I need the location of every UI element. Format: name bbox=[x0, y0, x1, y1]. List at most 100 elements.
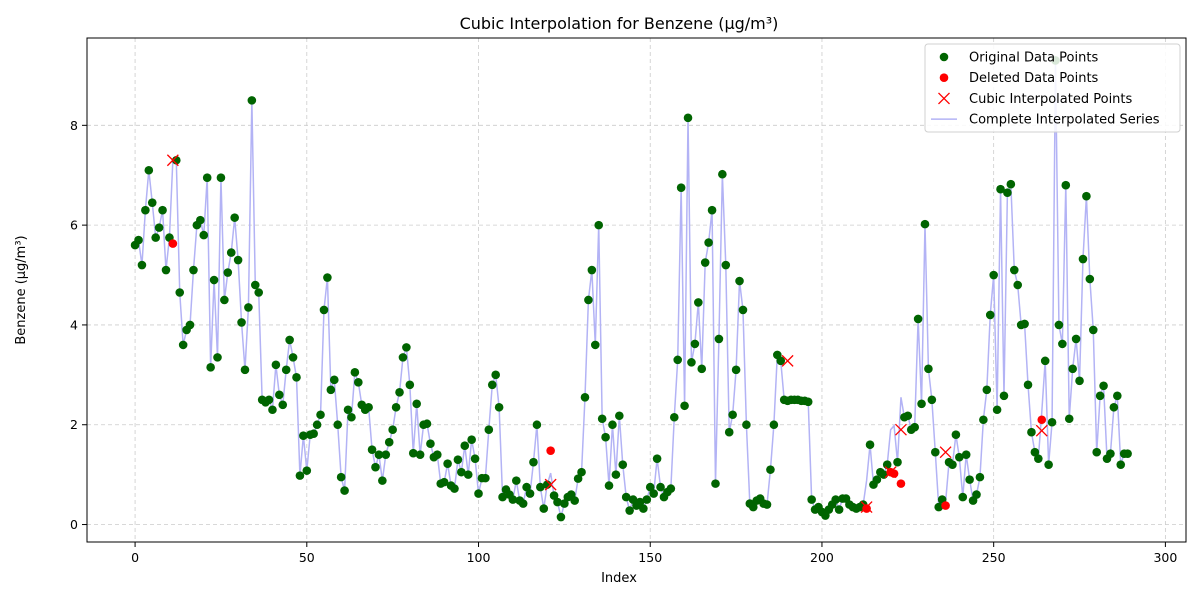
original-data-point bbox=[216, 173, 226, 183]
original-data-point bbox=[158, 205, 167, 215]
original-data-point bbox=[1106, 449, 1115, 458]
original-data-point bbox=[1095, 391, 1105, 401]
original-data-point bbox=[395, 387, 404, 397]
original-data-point bbox=[611, 470, 621, 479]
original-data-point bbox=[213, 353, 222, 362]
original-data-point bbox=[539, 504, 549, 513]
original-data-point bbox=[948, 460, 957, 469]
original-data-point bbox=[683, 113, 693, 123]
legend-label: Deleted Data Points bbox=[969, 71, 1099, 86]
legend-label: Original Data Points bbox=[969, 51, 1098, 66]
original-data-point bbox=[917, 399, 926, 409]
original-data-point bbox=[985, 310, 995, 320]
original-data-point bbox=[601, 432, 610, 442]
x-axis-label: Index bbox=[601, 571, 637, 586]
original-data-point bbox=[237, 318, 246, 327]
original-data-point bbox=[141, 205, 150, 215]
original-data-point bbox=[470, 454, 480, 463]
deleted-data-point bbox=[1037, 415, 1047, 425]
original-data-point bbox=[1044, 460, 1053, 469]
y-tick-label: 4 bbox=[70, 317, 78, 332]
original-data-point bbox=[292, 373, 301, 382]
original-data-point bbox=[1068, 364, 1077, 374]
original-data-point bbox=[206, 363, 215, 372]
original-data-point bbox=[748, 502, 758, 512]
original-data-point bbox=[378, 476, 387, 485]
original-data-point bbox=[326, 385, 336, 395]
original-data-point bbox=[625, 506, 634, 515]
cubic-interpolated-point bbox=[884, 466, 897, 479]
original-data-point bbox=[597, 414, 607, 424]
original-data-point bbox=[422, 419, 432, 429]
deleted-data-point bbox=[862, 504, 871, 513]
original-data-point bbox=[374, 450, 384, 459]
original-data-point bbox=[398, 353, 408, 362]
original-data-point bbox=[529, 457, 538, 467]
original-data-point bbox=[934, 502, 944, 512]
original-data-point bbox=[721, 260, 731, 270]
original-data-point bbox=[367, 445, 377, 454]
legend-marker-x bbox=[938, 92, 950, 105]
original-data-point bbox=[532, 420, 542, 430]
original-data-point bbox=[979, 415, 988, 425]
original-data-point bbox=[573, 474, 583, 483]
original-data-point bbox=[463, 470, 473, 479]
original-data-point bbox=[494, 402, 504, 412]
original-data-point bbox=[457, 467, 466, 477]
interpolated-marker-stroke bbox=[894, 423, 907, 436]
x-tick-label: 100 bbox=[467, 550, 491, 565]
y-tick-label: 0 bbox=[70, 517, 78, 532]
interpolated-marker-stroke bbox=[1035, 424, 1048, 437]
original-data-point bbox=[1075, 376, 1084, 386]
original-data-point bbox=[1099, 381, 1108, 391]
original-data-point bbox=[762, 500, 772, 509]
original-data-point bbox=[694, 298, 703, 307]
original-data-point bbox=[336, 472, 346, 482]
original-data-point bbox=[1109, 402, 1119, 412]
original-data-point bbox=[439, 477, 449, 487]
original-data-point bbox=[1092, 447, 1102, 457]
original-data-point bbox=[738, 305, 748, 315]
original-data-point bbox=[989, 270, 998, 280]
cubic-interpolated-point bbox=[894, 423, 907, 436]
original-data-point bbox=[711, 479, 720, 488]
original-data-point bbox=[522, 482, 531, 492]
original-data-point bbox=[642, 495, 652, 504]
original-data-point bbox=[769, 420, 779, 430]
original-data-point bbox=[433, 450, 442, 459]
original-data-point bbox=[247, 96, 257, 105]
original-data-point bbox=[652, 454, 662, 463]
original-data-point bbox=[278, 400, 288, 410]
original-data-point bbox=[666, 484, 676, 493]
deleted-data-point bbox=[168, 239, 178, 248]
original-data-point bbox=[271, 360, 281, 370]
original-data-point bbox=[1030, 447, 1040, 457]
original-data-point bbox=[467, 435, 476, 445]
interpolated-marker-stroke bbox=[166, 154, 179, 167]
original-data-point bbox=[244, 303, 253, 312]
original-data-point bbox=[1088, 325, 1098, 335]
original-data-point bbox=[312, 420, 322, 430]
legend-entry: Complete Interpolated Series bbox=[931, 113, 1160, 128]
original-data-point bbox=[189, 265, 198, 275]
original-data-point bbox=[1003, 188, 1012, 197]
original-data-point bbox=[955, 452, 964, 462]
original-data-point bbox=[323, 273, 332, 282]
legend-marker-circle bbox=[939, 52, 949, 62]
original-data-point bbox=[834, 505, 844, 514]
original-data-point bbox=[803, 397, 813, 407]
original-data-point bbox=[481, 473, 490, 483]
original-data-point bbox=[930, 447, 940, 457]
cubic-interpolated-point bbox=[939, 446, 952, 459]
original-data-point bbox=[453, 455, 463, 464]
original-data-point bbox=[1054, 320, 1064, 330]
original-data-point bbox=[608, 420, 617, 430]
original-data-point bbox=[1082, 191, 1091, 201]
original-data-point bbox=[570, 496, 579, 505]
axis-ticks: 0 50 100 150 200 250 300 0 2 4 6 8 bbox=[70, 118, 1177, 565]
original-data-point bbox=[697, 364, 707, 374]
original-data-point bbox=[999, 391, 1009, 401]
original-data-point bbox=[1116, 460, 1126, 469]
cubic-interpolated-point bbox=[1035, 424, 1048, 437]
original-data-point bbox=[1009, 265, 1019, 275]
